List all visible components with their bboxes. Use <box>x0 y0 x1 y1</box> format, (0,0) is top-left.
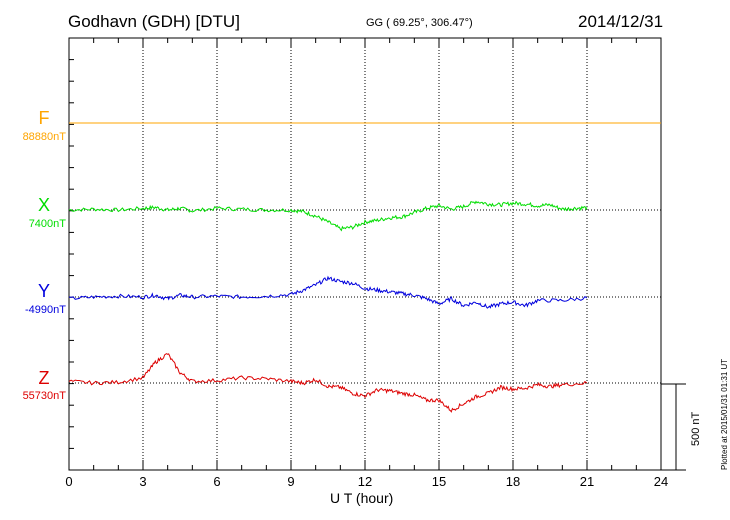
x-tick-label: 18 <box>505 474 521 489</box>
component-label-z: Z <box>38 368 50 388</box>
plot-date: 2014/12/31 <box>578 12 664 31</box>
x-tick-label: 0 <box>65 474 73 489</box>
series-line-z <box>68 353 588 413</box>
series-line-x <box>68 200 588 232</box>
component-label-y: Y <box>37 281 50 301</box>
x-tick-label: 9 <box>287 474 295 489</box>
x-tick-label: 15 <box>431 474 447 489</box>
x-axis-label: U T (hour) <box>330 490 394 506</box>
x-tick-label: 3 <box>139 474 147 489</box>
scale-bar <box>661 383 686 471</box>
baseline-label-f: 88880nT <box>22 131 66 143</box>
geographic-coordinates: GG ( 69.25°, 306.47°) <box>366 17 473 29</box>
component-label-x: X <box>37 195 50 215</box>
component-label-f: F <box>38 108 50 128</box>
scale-bar-label: 500 nT <box>690 411 702 446</box>
x-tick-label: 6 <box>213 474 221 489</box>
baseline-label-x: 7400nT <box>28 218 66 230</box>
station-title: Godhavn (GDH) [DTU] <box>68 12 240 31</box>
baseline-label-y: -4990nT <box>25 304 66 316</box>
baseline-label-z: 55730nT <box>22 390 66 402</box>
axis-ticks <box>68 37 662 470</box>
grid <box>69 38 661 470</box>
series-lines <box>68 122 661 413</box>
x-tick-label: 24 <box>653 474 669 489</box>
x-tick-label: 12 <box>357 474 373 489</box>
series-line-y <box>68 275 588 309</box>
plotted-timestamp: Plotted at 2015/01/31 01:31 UT <box>720 358 729 470</box>
x-tick-label: 21 <box>579 474 595 489</box>
